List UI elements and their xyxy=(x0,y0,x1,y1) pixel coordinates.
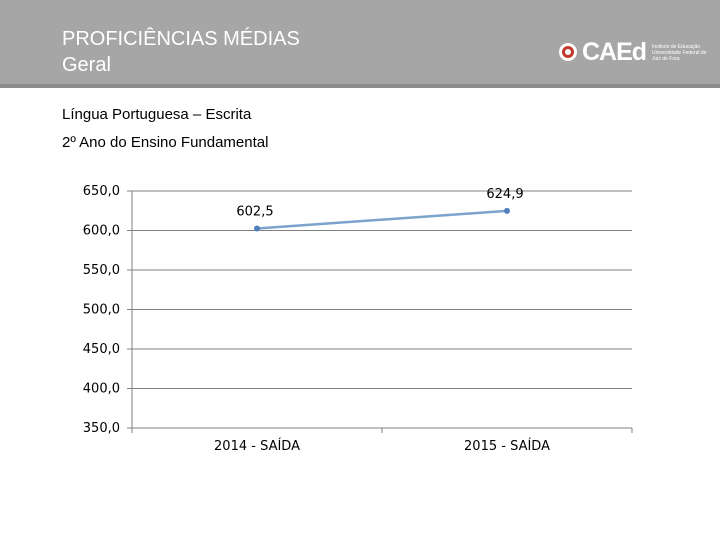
y-tick-label: 500,0 xyxy=(83,303,120,318)
data-point xyxy=(504,207,510,214)
y-tick-label: 400,0 xyxy=(83,382,120,397)
data-point xyxy=(254,225,260,232)
y-tick-label: 450,0 xyxy=(83,342,120,357)
subject-label: Língua Portuguesa – Escrita xyxy=(62,106,252,123)
logo-subtext: Instituto de Educação Universidade Feder… xyxy=(652,44,707,62)
series-line xyxy=(256,209,508,230)
data-label: 602,5 xyxy=(236,205,273,220)
page-title-line2: Geral xyxy=(62,54,111,76)
y-tick-label: 600,0 xyxy=(83,224,120,239)
page-title: PROFICIÊNCIAS MÉDIAS Geral xyxy=(62,26,300,78)
caed-logo: CAEd Instituto de Educação Universidade … xyxy=(558,38,708,66)
y-tick-label: 350,0 xyxy=(83,421,120,436)
logo-text: CAEd xyxy=(582,38,647,66)
x-tick-label: 2015 - SAÍDA xyxy=(464,438,550,454)
y-tick-label: 550,0 xyxy=(83,263,120,278)
data-label: 624,9 xyxy=(486,187,523,202)
grade-label: 2º Ano do Ensino Fundamental xyxy=(62,134,269,151)
logo-mark-icon xyxy=(559,43,577,61)
page-title-line1: PROFICIÊNCIAS MÉDIAS xyxy=(62,28,300,50)
y-tick-label: 650,0 xyxy=(83,184,120,199)
header-divider xyxy=(0,84,720,88)
x-tick-label: 2014 - SAÍDA xyxy=(214,438,300,454)
header-bar xyxy=(0,0,720,88)
